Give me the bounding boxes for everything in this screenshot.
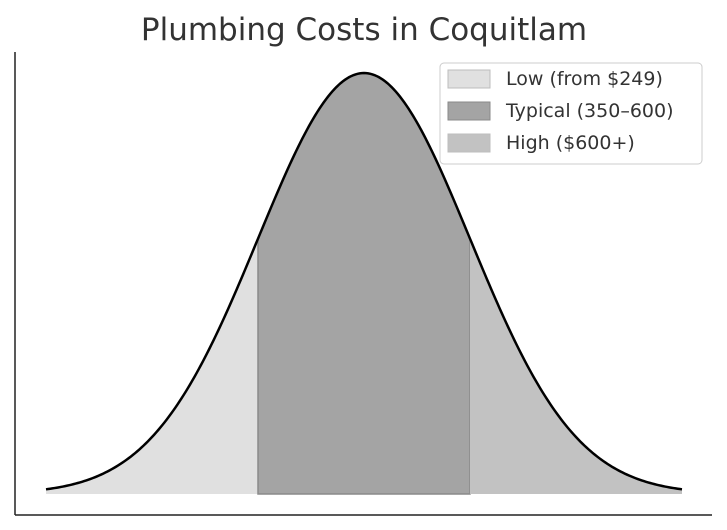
area-low [46,238,258,494]
legend: Low (from $249) Typical (350–600) High ($6… [439,62,703,165]
legend-box [439,62,703,165]
area-typical [257,72,471,495]
legend-label-high: High ($600+) [506,132,635,154]
legend-label-low: Low (from $249) [506,68,663,90]
legend-label-typical: Typical (350–600) [505,100,674,122]
legend-swatch-high [447,133,491,153]
chart-title: Plumbing Costs in Coquitlam [141,12,587,48]
distribution-curve [45,71,683,491]
area-high [470,238,682,494]
legend-swatch-typical [447,101,491,121]
legend-swatch-low [447,69,491,89]
